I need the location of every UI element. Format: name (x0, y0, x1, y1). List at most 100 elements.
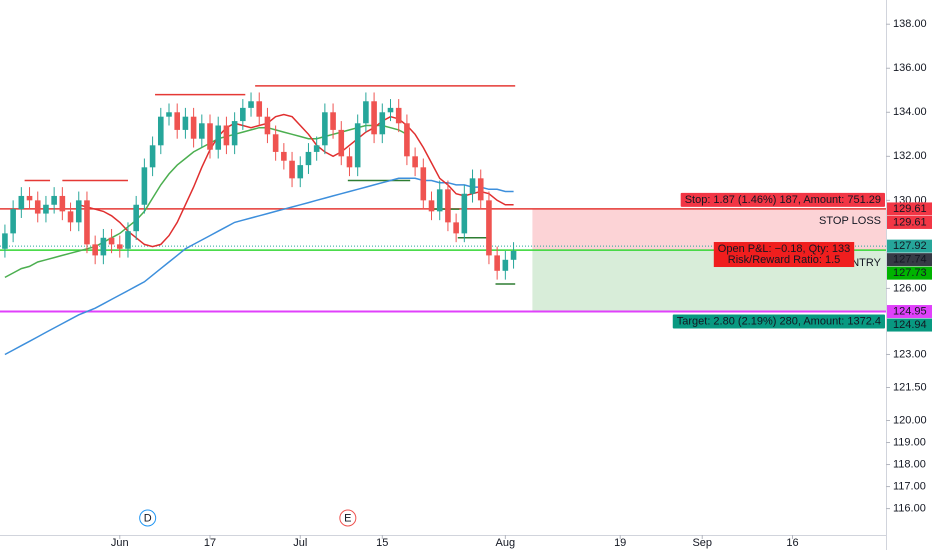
price-tag (887, 305, 932, 319)
x-tick-label: Jun (111, 537, 129, 549)
price-tag-label: 124.94 (893, 319, 927, 331)
candle-body (494, 255, 500, 271)
candle-body (240, 107, 246, 122)
price-tag-label: 124.95 (893, 305, 927, 317)
candle-body (223, 125, 230, 146)
y-tick-label: 121.50 (893, 381, 927, 393)
candle-body (100, 237, 107, 256)
candle-body (207, 123, 213, 150)
candle-body (248, 101, 254, 108)
candle-body (272, 134, 279, 152)
candle-body (313, 145, 320, 152)
event-marker (339, 509, 357, 527)
candle-body (84, 200, 90, 245)
candle-body (289, 160, 295, 179)
x-tick-label: Jul (293, 537, 307, 549)
candle-body (59, 195, 66, 212)
moving-average (78, 113, 514, 248)
candle-body (141, 167, 148, 205)
stop-label: Stop: 1.87 (1.46%) 187, Amount: 751.29 (685, 194, 881, 206)
candle-body (92, 244, 98, 256)
candle-body (387, 107, 394, 113)
y-tick-label: 123.00 (893, 348, 927, 360)
candle-body (354, 123, 361, 168)
candle-body (510, 250, 517, 260)
candle-body (297, 165, 304, 179)
candle-body (436, 189, 443, 212)
candle-body (469, 178, 476, 194)
candle-body (10, 209, 16, 234)
candle-body (420, 167, 427, 201)
candle-body (404, 123, 410, 157)
candle-body (445, 189, 451, 223)
candle-body (182, 116, 189, 130)
candle-body (174, 112, 180, 130)
x-tick-label: Sep (692, 537, 712, 549)
candle-body (116, 244, 123, 249)
y-tick-label: 116.00 (893, 502, 926, 514)
candle-body (190, 116, 197, 139)
candle-body (346, 156, 353, 168)
stop-text: STOP LOSS (819, 215, 881, 227)
y-tick-label: 117.00 (893, 480, 926, 492)
candle-body (199, 123, 205, 139)
candle-body (26, 195, 33, 201)
candle-body (108, 237, 115, 245)
y-tick-label: 134.00 (893, 106, 927, 118)
price-tag (887, 253, 932, 267)
event-marker (139, 509, 157, 527)
candle-body (34, 200, 41, 214)
rr-label: Risk/Reward Ratio: 1.5 (728, 254, 841, 266)
candle-body (149, 145, 156, 168)
x-tick-label: 16 (786, 537, 798, 549)
moving-average (4, 177, 514, 356)
candle-body (461, 193, 468, 234)
candle-body (157, 116, 164, 146)
stop-label-box (680, 192, 885, 207)
price-tag-label: 129.61 (893, 203, 927, 215)
event-label: D (144, 512, 152, 524)
event-label: E (344, 512, 351, 524)
candle-body (75, 200, 82, 223)
price-tag (887, 215, 932, 229)
candle-body (166, 112, 172, 117)
y-tick-label: 126.00 (893, 282, 927, 294)
y-tick-label: 138.00 (893, 18, 927, 30)
price-tag-label: 127.73 (893, 267, 927, 279)
candle-body (395, 107, 402, 124)
candle-body (322, 112, 328, 146)
price-tag (887, 239, 932, 253)
target-label: Target: 2.80 (2.19%) 280, Amount: 1372.4 (677, 315, 881, 327)
candle-body (363, 101, 369, 124)
pnl-label: Open P&L: −0.18, Qty: 133 (718, 243, 850, 255)
y-tick-label: 132.00 (893, 150, 927, 162)
candle-body (428, 200, 435, 212)
price-tag (887, 266, 932, 280)
price-tag (887, 202, 932, 216)
y-tick-label: 119.00 (893, 436, 926, 448)
candle-body (281, 151, 287, 161)
candle-body (371, 101, 377, 135)
price-tag-label: 127.92 (893, 240, 927, 252)
candle-body (215, 125, 222, 150)
y-tick-label: 136.00 (893, 62, 927, 74)
price-tag-label: 129.61 (893, 216, 927, 228)
candle-body (2, 233, 8, 249)
target-label-box (672, 314, 885, 329)
candle-body (18, 195, 25, 210)
candle-body (338, 129, 345, 157)
candle-body (412, 156, 418, 168)
candle-body (379, 112, 386, 135)
pnl-box (713, 242, 855, 268)
candle-body (125, 231, 131, 249)
candle-body (133, 204, 139, 232)
y-tick-label: 120.00 (893, 414, 927, 426)
candle-body (305, 151, 312, 166)
y-tick-label: 118.00 (893, 458, 926, 470)
x-tick-label: 17 (204, 537, 216, 549)
candle-body (486, 200, 492, 256)
candle-body (477, 178, 484, 201)
